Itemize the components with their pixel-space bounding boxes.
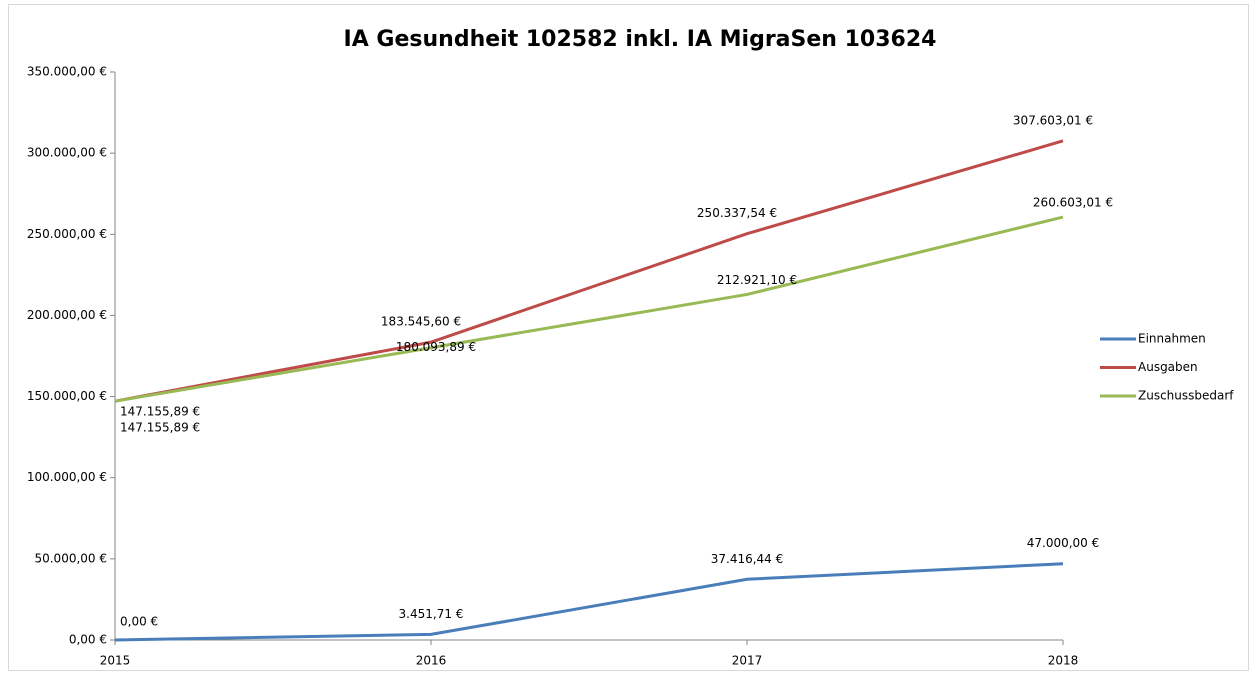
data-label: 0,00 € (120, 615, 158, 629)
x-tick-label: 2015 (100, 654, 131, 668)
y-tick-label: 100.000,00 € (27, 470, 107, 484)
legend-label: Einnahmen (1138, 332, 1206, 346)
series-line (114, 562, 1064, 642)
data-label: 147.155,89 € (120, 405, 200, 419)
y-tick-label: 0,00 € (69, 633, 107, 647)
data-label: 3.451,71 € (399, 607, 464, 621)
data-label: 147.155,89 € (120, 421, 200, 435)
y-tick-label: 250.000,00 € (27, 227, 107, 241)
chart-frame (8, 4, 1249, 671)
y-tick-label: 350.000,00 € (27, 65, 107, 79)
data-label: 183.545,60 € (381, 315, 461, 329)
legend-label: Ausgaben (1138, 360, 1198, 374)
y-tick-label: 300.000,00 € (27, 146, 107, 160)
x-tick-label: 2017 (732, 654, 763, 668)
data-label: 260.603,01 € (1033, 196, 1113, 210)
data-label: 180.093,89 € (396, 340, 476, 354)
x-tick-label: 2016 (416, 654, 447, 668)
data-label: 47.000,00 € (1027, 536, 1100, 550)
data-label: 212.921,10 € (717, 273, 797, 287)
data-label: 250.337,54 € (697, 206, 777, 220)
y-tick-label: 50.000,00 € (34, 551, 107, 565)
series-line (114, 215, 1064, 403)
data-label: 37.416,44 € (711, 552, 784, 566)
x-tick-label: 2018 (1048, 654, 1079, 668)
series-line (114, 139, 1064, 403)
y-tick-label: 200.000,00 € (27, 308, 107, 322)
data-label: 307.603,01 € (1013, 113, 1093, 127)
legend-label: Zuschussbedarf (1138, 389, 1234, 403)
y-tick-label: 150.000,00 € (27, 389, 107, 403)
chart-title: IA Gesundheit 102582 inkl. IA MigraSen 1… (344, 27, 937, 52)
